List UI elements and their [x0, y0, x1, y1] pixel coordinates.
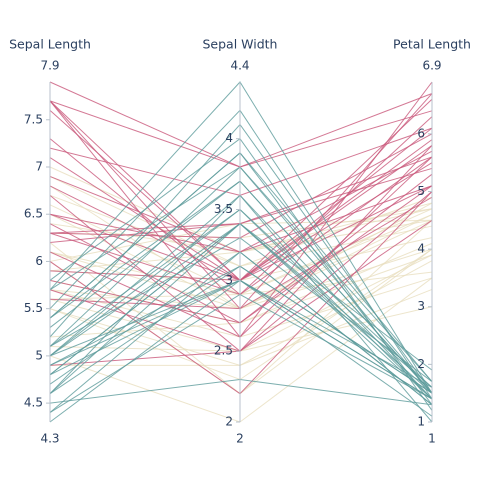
range-max-label: 7.9: [40, 59, 59, 73]
tick-label: 5.5: [24, 301, 43, 315]
data-line: [49, 185, 433, 310]
axis-title: Sepal Width: [203, 37, 278, 52]
range-min-label: 2: [236, 432, 244, 446]
tick-label: 2: [417, 357, 425, 371]
tick-label: 6: [35, 254, 43, 268]
range-min-label: 1: [428, 432, 436, 446]
tick-label: 2: [225, 415, 233, 429]
axis-layer: Sepal Length 7.9 4.3 4.5 5 5.5 6 6.5 7 7.5 Sepal W…: [9, 37, 471, 446]
tick-label: 3: [225, 273, 233, 287]
line-layer: [49, 81, 433, 423]
tick-label: 6.5: [24, 207, 43, 221]
tick-label: 3: [417, 299, 425, 313]
axis-title: Sepal Length: [9, 37, 91, 52]
tick-label: 7.5: [24, 112, 43, 126]
range-min-label: 4.3: [40, 432, 59, 446]
data-line: [49, 81, 433, 338]
range-max-label: 4.4: [230, 59, 249, 73]
axis-title: Petal Length: [393, 37, 471, 52]
tick-label: 4.5: [24, 396, 43, 410]
tick-label: 7: [35, 160, 43, 174]
tick-label: 5: [417, 184, 425, 198]
data-line: [49, 144, 433, 281]
tick-label: 4: [417, 242, 425, 256]
range-max-label: 6.9: [422, 59, 441, 73]
tick-label: 3.5: [214, 202, 233, 216]
tick-label: 5: [35, 348, 43, 362]
tick-label: 1: [417, 415, 425, 429]
tick-label: 2.5: [214, 344, 233, 358]
data-line: [49, 93, 433, 168]
data-line: [49, 191, 433, 352]
tick-label: 6: [417, 126, 425, 140]
tick-label: 4: [225, 131, 233, 145]
data-line: [49, 137, 433, 411]
